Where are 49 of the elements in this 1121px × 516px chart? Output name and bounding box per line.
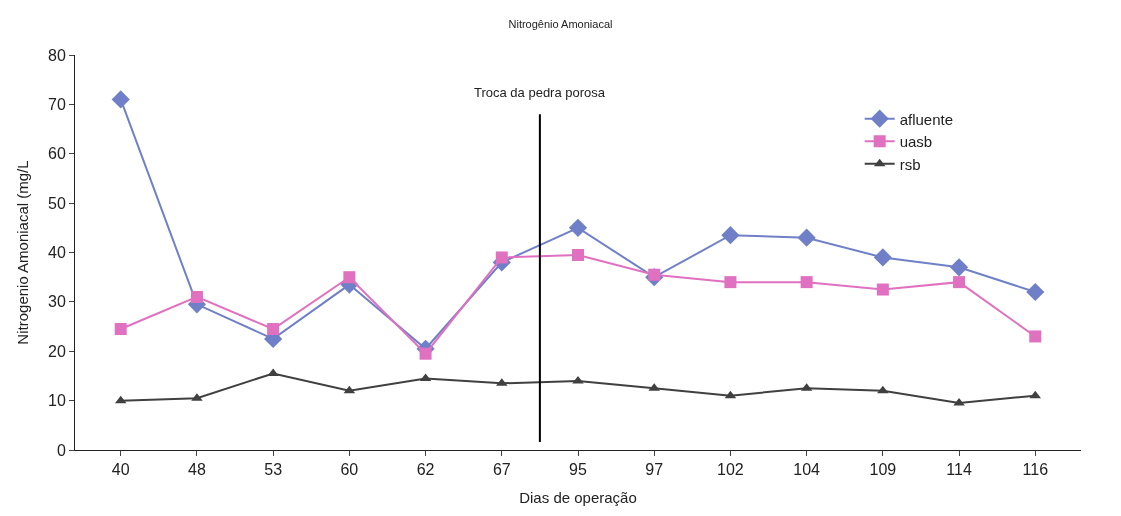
x-tick-label: 109 (869, 461, 897, 479)
y-tick-label: 60 (48, 145, 66, 163)
point (111, 90, 130, 109)
point (721, 226, 740, 245)
point (800, 276, 813, 289)
x-tick-label: 60 (340, 461, 359, 479)
point (568, 218, 588, 237)
point (724, 276, 737, 289)
chart-title: Nitrogênio Amoniacal (508, 18, 613, 31)
point (343, 271, 356, 284)
y-tick-label: 30 (48, 293, 66, 311)
x-tick-label: 48 (188, 461, 206, 479)
y-tick-label: 40 (48, 244, 66, 262)
y-tick-label: 10 (48, 392, 66, 410)
y-tick-label: 80 (48, 46, 66, 64)
y-tick-label: 0 (56, 441, 66, 459)
point (190, 290, 203, 303)
y-tick-label: 70 (48, 95, 66, 113)
point (877, 385, 889, 394)
point (495, 251, 508, 264)
y-axis-title: Nitrogenio Amoniacal (mg/L (14, 160, 32, 345)
legend-label: afluente (899, 110, 954, 128)
x-tick-label: 67 (492, 461, 511, 479)
point (419, 347, 432, 360)
point (572, 248, 584, 261)
y-tick-label: 50 (48, 194, 66, 212)
x-tick-label: 97 (645, 461, 664, 479)
legend-label: uasb (899, 133, 933, 150)
x-tick-label: 95 (569, 461, 587, 479)
point (267, 323, 280, 336)
point (797, 228, 816, 247)
x-tick-label: 116 (1022, 461, 1049, 479)
x-axis-title: Dias de operação (519, 489, 637, 507)
x-tick-label: 102 (717, 461, 744, 479)
y-tick-label: 20 (48, 342, 66, 360)
point (953, 276, 966, 289)
x-tick-label: 53 (264, 461, 283, 479)
point (1029, 330, 1042, 343)
x-tick-label: 104 (793, 461, 821, 479)
x-tick-label: 40 (111, 461, 130, 479)
point (1026, 282, 1045, 302)
point (114, 323, 127, 336)
x-tick-label: 114 (946, 461, 972, 479)
x-tick-label: 62 (416, 461, 435, 479)
point (873, 248, 892, 267)
point (949, 258, 969, 277)
legend-label: rsb (899, 155, 921, 173)
point (876, 283, 889, 296)
annotation: Troca da pedra porosa (474, 85, 606, 100)
